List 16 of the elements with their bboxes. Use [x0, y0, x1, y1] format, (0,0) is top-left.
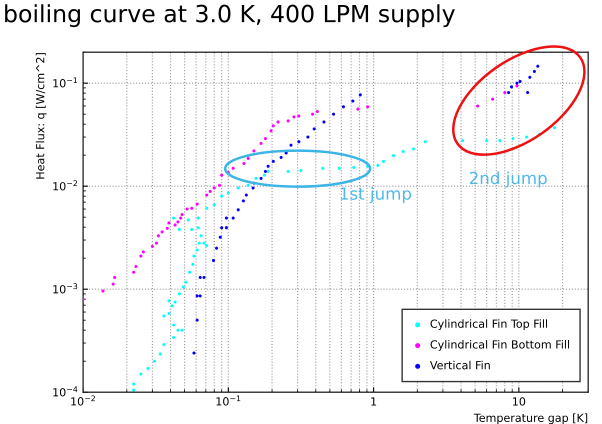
- y-axis-title: Heat Flux: q [W/cm^2]: [36, 53, 47, 179]
- legend-label: Vertical Fin: [430, 360, 490, 370]
- x-axis-title: Temperature gap [K]: [474, 413, 588, 424]
- x-tick-label: 10$^{−1}$: [216, 396, 240, 406]
- y-tick-label: 10$^{−1}$: [53, 77, 78, 88]
- x-tick-label: 10$^{−2}$: [71, 395, 95, 406]
- annotation: 1st jump: [340, 186, 412, 204]
- y-tick-label: 10$^{−4}$: [53, 386, 78, 397]
- y-tick-label: 10$^{−2}$: [53, 180, 78, 190]
- chart-title: boiling curve at 3.0 K, 400 LPM supply: [5, 4, 455, 28]
- legend-label: Cylindrical Fin Top Fill: [430, 319, 548, 330]
- x-tick-label: 1: [371, 397, 376, 406]
- y-tick-label: 10$^{−3}$: [53, 283, 78, 294]
- legend-label: Cylindrical Fin Bottom Fill: [430, 340, 570, 351]
- x-tick-label: 10: [513, 397, 526, 406]
- annotation: 2nd jump: [470, 171, 547, 188]
